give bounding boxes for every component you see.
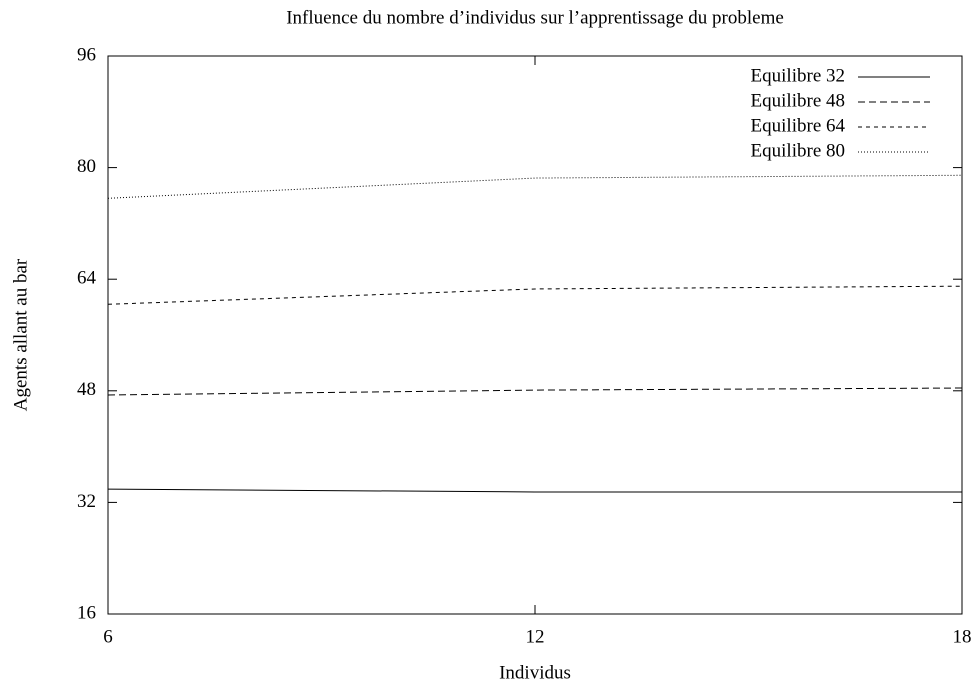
legend-label: Equilibre 32 bbox=[751, 65, 845, 86]
y-tick-label: 80 bbox=[77, 156, 96, 177]
chart-title: Influence du nombre d’individus sur l’ap… bbox=[286, 7, 784, 28]
y-tick-label: 96 bbox=[77, 44, 96, 65]
series-line bbox=[107, 387, 963, 396]
y-tick-label: 48 bbox=[77, 379, 96, 400]
y-axis-label: Agents allant au bar bbox=[10, 258, 31, 411]
x-tick-label: 12 bbox=[526, 626, 545, 647]
series-line bbox=[107, 174, 963, 199]
legend-label: Equilibre 80 bbox=[751, 140, 845, 161]
legend-label: Equilibre 64 bbox=[751, 115, 846, 136]
series-line bbox=[107, 488, 962, 493]
x-axis-label: Individus bbox=[499, 662, 571, 683]
x-tick-label: 6 bbox=[103, 626, 113, 647]
y-tick-label: 32 bbox=[77, 491, 96, 512]
y-tick-label: 16 bbox=[77, 602, 96, 623]
legend-label: Equilibre 48 bbox=[751, 90, 845, 111]
y-tick-label: 64 bbox=[77, 268, 97, 289]
x-tick-label: 18 bbox=[953, 626, 972, 647]
series-line bbox=[107, 285, 963, 305]
